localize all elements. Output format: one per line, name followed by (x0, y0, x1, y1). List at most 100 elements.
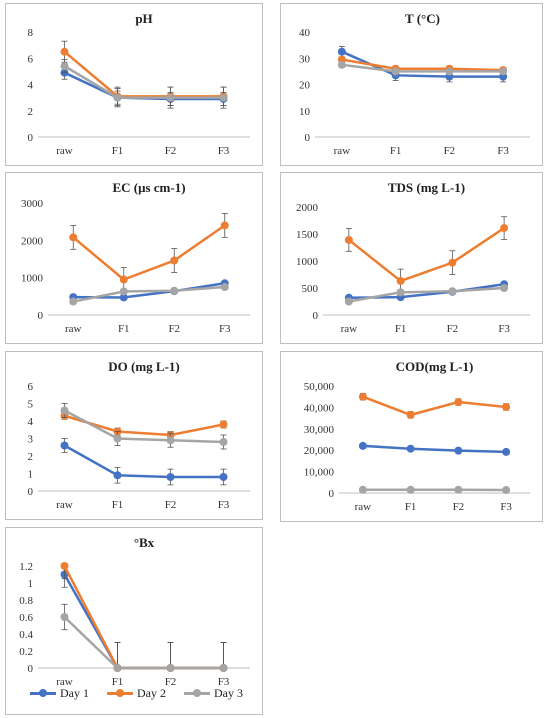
data-point (344, 297, 353, 306)
x-tick-label: F3 (219, 323, 231, 335)
chart-temperature: T (°C) 0 10 20 30 40 raw F1 F2 F3 (299, 11, 530, 157)
chart-panel-tds: TDS (mg L-1) 0 500 1000 1500 2000 raw F1 F2 F3 (280, 172, 543, 344)
chart-title: °Bx (134, 535, 155, 550)
data-point (500, 284, 509, 292)
y-tick-label: 0 (28, 132, 34, 144)
data-point (406, 410, 415, 419)
chart-ph: pH 0 2 4 6 8 raw F1 F2 F3 (28, 11, 250, 157)
legend-label: Day 1 (60, 685, 89, 700)
data-point (60, 562, 69, 570)
data-point (445, 67, 454, 76)
chart-panel-ph: pH 0 2 4 6 8 raw F1 F2 F3 (5, 3, 263, 166)
data-point (113, 664, 122, 672)
x-tick-label: F2 (447, 323, 459, 335)
data-point (170, 256, 179, 265)
y-tick-label: 0.8 (19, 595, 33, 607)
data-point (220, 283, 229, 291)
data-point (113, 434, 122, 443)
y-tick-label: 4 (28, 80, 34, 92)
y-tick-label: 30 (299, 53, 311, 65)
data-point (406, 444, 415, 453)
chart-title: COD(mg L-1) (396, 359, 474, 374)
x-tick-label: F3 (497, 145, 509, 157)
data-point (60, 406, 69, 415)
y-tick-label: 4 (28, 416, 34, 428)
x-tick-label: raw (56, 676, 73, 688)
y-tick-label: 1500 (296, 229, 319, 241)
series-line (341, 58, 504, 72)
y-tick-label: 2 (28, 451, 34, 463)
chart-brix: °Bx 0 0.2 0.4 0.6 0.8 1 1.2 raw F1 F2 F3 (19, 535, 250, 688)
series-line (73, 285, 225, 303)
data-point (113, 93, 122, 102)
y-tick-label: 0.6 (19, 612, 33, 624)
data-point (219, 420, 228, 429)
series-line (63, 50, 224, 98)
y-tick-label: 10 (299, 106, 311, 118)
data-point (502, 402, 511, 411)
x-tick-label: F2 (165, 676, 177, 688)
chart-panel-cod: COD(mg L-1) 0 10,000 20,000 30,000 40,000 50,0… (280, 351, 543, 522)
y-tick-label: 20 (299, 80, 311, 92)
data-point (344, 235, 353, 244)
data-point (166, 93, 175, 102)
data-point (219, 438, 228, 446)
data-point (448, 258, 457, 267)
data-point (69, 233, 78, 242)
x-tick-label: raw (56, 145, 73, 157)
y-tick-label: 2000 (21, 235, 44, 247)
data-point (391, 67, 400, 76)
x-tick-label: F1 (118, 323, 130, 335)
data-point (396, 288, 405, 297)
legend-marker-icon (30, 687, 56, 699)
data-point (502, 447, 511, 456)
data-point (219, 664, 228, 672)
x-tick-label: F1 (112, 676, 124, 688)
legend-item-day3: Day 3 (184, 686, 243, 701)
data-point (60, 62, 69, 71)
data-point (166, 473, 175, 481)
y-tick-label: 40,000 (304, 402, 335, 414)
x-tick-label: F1 (390, 145, 402, 157)
series-line (63, 444, 224, 479)
y-tick-label: 6 (28, 381, 34, 393)
series-line (63, 65, 224, 99)
data-point (337, 47, 346, 56)
y-tick-label: 0 (305, 132, 311, 144)
legend-label: Day 3 (214, 685, 243, 700)
x-tick-label: F1 (405, 501, 417, 513)
series-line (72, 224, 226, 281)
data-point (113, 471, 122, 480)
data-point (358, 441, 367, 450)
y-tick-label: 2000 (296, 202, 319, 214)
y-tick-label: 40 (299, 27, 311, 39)
x-tick-label: F2 (444, 145, 456, 157)
y-tick-label: 0.4 (19, 629, 33, 641)
x-tick-label: F1 (112, 499, 124, 511)
y-tick-label: 0 (313, 310, 319, 322)
data-point (69, 297, 78, 306)
data-point (220, 221, 229, 230)
data-point (406, 485, 415, 494)
y-tick-label: 1.2 (19, 561, 33, 573)
x-tick-label: raw (341, 323, 358, 335)
chart-title: pH (135, 11, 152, 26)
x-tick-label: F3 (218, 145, 230, 157)
legend-label: Day 2 (137, 685, 166, 700)
chart-title: EC (μs cm-1) (112, 180, 185, 195)
data-point (454, 446, 463, 455)
x-tick-label: raw (334, 145, 351, 157)
chart-tds: TDS (mg L-1) 0 500 1000 1500 2000 raw F1 F2 F3 (296, 180, 530, 335)
series-line (348, 286, 505, 303)
data-point (454, 398, 463, 407)
data-point (60, 613, 69, 621)
y-tick-label: 50,000 (304, 381, 335, 393)
chart-ec: EC (μs cm-1) 0 1000 2000 3000 raw F1 F2 F3 (21, 180, 250, 335)
y-tick-label: 0 (329, 488, 335, 500)
x-tick-label: F1 (112, 145, 124, 157)
y-tick-label: 30,000 (304, 424, 335, 436)
x-tick-label: F3 (498, 323, 510, 335)
data-point (119, 293, 128, 302)
series-line (348, 227, 505, 283)
chart-panel-brix: °Bx 0 0.2 0.4 0.6 0.8 1 1.2 raw F1 F2 F3 (5, 527, 263, 715)
